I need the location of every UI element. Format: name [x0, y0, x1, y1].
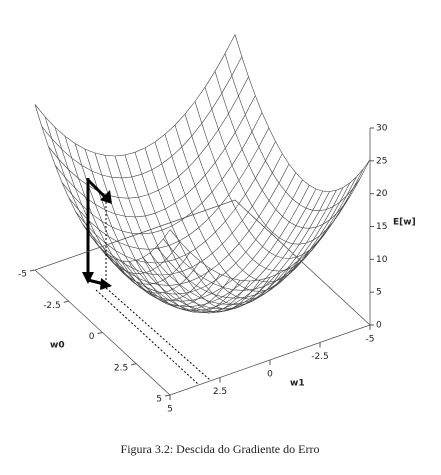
mesh-line: [44, 116, 181, 275]
mesh-line: [61, 112, 263, 235]
surface-mesh: [34, 34, 371, 314]
y-tick-label: -5: [366, 335, 375, 345]
y-tick-label: 0: [267, 370, 273, 380]
x-tick-label: 0: [89, 332, 95, 342]
x-tick-label: 5: [156, 395, 162, 405]
x-tick: [29, 269, 36, 272]
box-edge: [34, 199, 236, 271]
mesh-line: [169, 159, 371, 282]
gradient-arrow: [86, 178, 108, 200]
arrow-head: [100, 190, 112, 204]
mesh-line: [134, 152, 271, 310]
mesh-line: [214, 71, 351, 229]
x-tick: [131, 363, 137, 366]
z-tick-label: 15: [376, 222, 387, 232]
mesh-line: [129, 191, 330, 314]
z-tick-label: 0: [376, 321, 382, 331]
mesh-line: [163, 168, 364, 291]
mesh-line: [34, 34, 236, 157]
x-tick-label: 2.5: [114, 363, 128, 373]
mesh-line: [224, 53, 361, 212]
x-tick: [63, 300, 69, 303]
z-tick-label: 30: [376, 124, 388, 134]
box-edge: [234, 199, 371, 326]
projection-line: [105, 287, 211, 381]
y-tick-label: 5: [167, 405, 173, 415]
caption: Figura 3.2: Descida do Gradiente do Erro: [121, 442, 320, 456]
x-tick: [164, 394, 171, 397]
z-tick-label: 10: [376, 255, 388, 265]
mesh-line: [194, 101, 331, 259]
mesh-line: [124, 154, 261, 313]
z-axis-label: E[w]: [393, 218, 416, 228]
mesh-line: [94, 152, 231, 311]
x-tick-label: -2.5: [43, 301, 61, 311]
mesh-line: [55, 95, 256, 218]
mesh-line: [149, 182, 351, 305]
mesh-line: [48, 76, 249, 199]
mesh-line: [184, 114, 321, 272]
z-tick-label: 25: [376, 156, 387, 166]
x-axis-label: w0: [50, 341, 65, 351]
mesh-line: [115, 188, 317, 311]
y-axis-label: w1: [290, 379, 305, 389]
mesh-line: [41, 56, 243, 179]
mesh-line: [54, 127, 191, 285]
mesh-line: [34, 104, 171, 262]
mesh-line: [234, 34, 371, 192]
arrow-head: [82, 272, 94, 284]
mesh-line: [142, 187, 344, 310]
y-tick-label: -2.5: [311, 352, 329, 362]
y-tick-label: 2.5: [213, 387, 227, 397]
mesh-line: [114, 155, 251, 314]
mesh-line: [84, 149, 221, 307]
z-tick-label: 20: [376, 189, 388, 199]
mesh-line: [109, 185, 310, 307]
mesh-line: [156, 176, 357, 299]
x-tick-label: -5: [18, 270, 27, 280]
mesh-line: [136, 190, 337, 313]
x-tick: [97, 332, 103, 334]
z-tick-label: 5: [376, 288, 382, 298]
mesh-line: [104, 155, 241, 313]
projection-line: [95, 289, 199, 385]
